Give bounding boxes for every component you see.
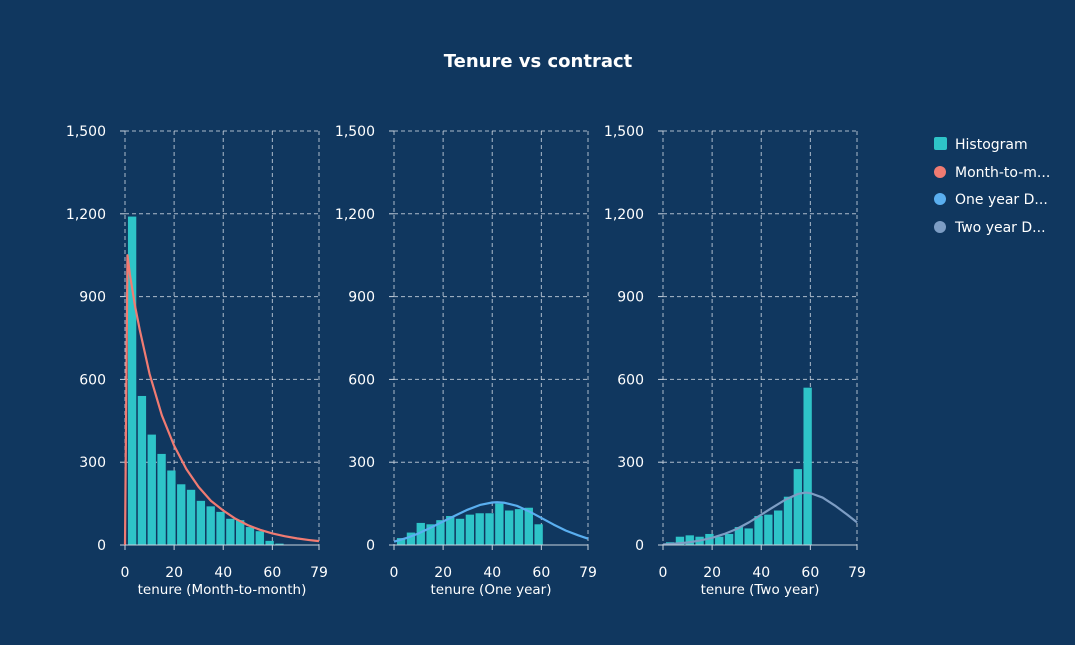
legend-swatch-histogram xyxy=(934,137,947,150)
legend-label-histogram: Histogram xyxy=(955,137,1028,153)
bar-one-year-3 xyxy=(426,524,435,545)
ytick-label-two-year-3: 900 xyxy=(617,290,644,306)
bar-two-year-12 xyxy=(783,496,793,545)
bar-one-year-8 xyxy=(475,513,484,545)
bar-one-year-11 xyxy=(505,510,514,545)
ytick-label-one-year-5: 1,500 xyxy=(335,124,375,140)
x-axis-label-two-year: tenure (Two year) xyxy=(701,582,820,598)
bar-month-to-month-8 xyxy=(206,506,215,545)
bar-month-to-month-10 xyxy=(226,518,235,545)
legend-label-two-year: Two year D... xyxy=(954,220,1046,236)
xtick-label-one-year-2: 40 xyxy=(483,565,501,581)
panel-one-year: 0 300 600 900 1,200 1,500 0 20 40 60 79 tenure (One… xyxy=(335,124,597,598)
legend-marker-month-to-month xyxy=(934,166,946,178)
ytick-label-two-year-4: 1,200 xyxy=(604,207,644,223)
legend-marker-one-year xyxy=(934,193,946,205)
bar-two-year-9 xyxy=(754,516,763,545)
bar-two-year-7 xyxy=(734,527,744,545)
xtick-label-month-to-month-4: 79 xyxy=(310,565,328,581)
xtick-label-month-to-month-2: 40 xyxy=(214,565,232,581)
xtick-label-two-year-2: 40 xyxy=(752,565,770,581)
xtick-label-one-year-0: 0 xyxy=(390,565,399,581)
legend-marker-two-year xyxy=(934,221,946,233)
ytick-label-month-to-month-2: 600 xyxy=(79,372,106,388)
ytick-label-month-to-month-1: 300 xyxy=(79,455,106,471)
ytick-label-month-to-month-5: 1,500 xyxy=(66,124,106,140)
ytick-label-two-year-1: 300 xyxy=(617,455,644,471)
ytick-label-month-to-month-4: 1,200 xyxy=(66,207,106,223)
bar-month-to-month-14 xyxy=(265,540,274,545)
bar-two-year-2 xyxy=(685,535,694,545)
bar-month-to-month-5 xyxy=(177,484,186,545)
bar-month-to-month-4 xyxy=(167,470,176,545)
ytick-label-one-year-4: 1,200 xyxy=(335,207,375,223)
bar-one-year-10 xyxy=(495,503,504,545)
bar-month-to-month-7 xyxy=(196,500,206,545)
bar-month-to-month-11 xyxy=(236,520,245,545)
ytick-label-two-year-0: 0 xyxy=(635,538,644,554)
legend-label-month-to-month: Month-to-m... xyxy=(955,165,1050,181)
bar-two-year-8 xyxy=(744,528,753,545)
xtick-label-month-to-month-1: 20 xyxy=(165,565,183,581)
xtick-label-two-year-1: 20 xyxy=(703,565,721,581)
x-axis-label-one-year: tenure (One year) xyxy=(431,582,552,598)
xtick-label-one-year-1: 20 xyxy=(434,565,452,581)
bar-two-year-10 xyxy=(764,514,773,545)
bar-month-to-month-1 xyxy=(137,395,147,545)
xtick-label-one-year-3: 60 xyxy=(532,565,550,581)
bar-two-year-5 xyxy=(715,536,724,545)
ytick-label-one-year-3: 900 xyxy=(348,290,375,306)
ytick-label-one-year-1: 300 xyxy=(348,455,375,471)
bar-month-to-month-15 xyxy=(275,543,284,545)
bar-two-year-11 xyxy=(774,510,783,545)
density-line-one-year xyxy=(393,501,589,543)
ytick-label-month-to-month-3: 900 xyxy=(79,290,106,306)
bar-one-year-6 xyxy=(455,518,465,545)
bar-one-year-14 xyxy=(534,524,543,545)
bar-month-to-month-2 xyxy=(147,434,156,545)
chart-title: Tenure vs contract xyxy=(444,51,633,72)
bar-month-to-month-12 xyxy=(245,527,255,545)
ytick-label-month-to-month-0: 0 xyxy=(97,538,106,554)
xtick-label-two-year-3: 60 xyxy=(801,565,819,581)
xtick-label-month-to-month-0: 0 xyxy=(121,565,130,581)
bar-two-year-6 xyxy=(724,533,734,545)
ytick-label-one-year-2: 600 xyxy=(348,372,375,388)
xtick-label-two-year-4: 79 xyxy=(848,565,866,581)
ytick-label-two-year-2: 600 xyxy=(617,372,644,388)
ytick-label-one-year-0: 0 xyxy=(366,538,375,554)
bar-one-year-5 xyxy=(446,516,455,545)
legend: Histogram Month-to-m... One year D... Tw… xyxy=(934,137,1050,236)
bar-one-year-13 xyxy=(524,507,533,545)
bar-two-year-1 xyxy=(675,536,685,545)
xtick-label-month-to-month-3: 60 xyxy=(263,565,281,581)
bar-month-to-month-3 xyxy=(157,453,166,545)
bar-month-to-month-6 xyxy=(186,489,196,545)
bar-one-year-1 xyxy=(406,532,416,545)
bar-one-year-9 xyxy=(485,513,494,545)
panel-two-year: 0 300 600 900 1,200 1,500 0 20 40 60 79 tenure (Two… xyxy=(604,124,866,598)
xtick-label-one-year-4: 79 xyxy=(579,565,597,581)
bar-two-year-14 xyxy=(803,387,812,545)
x-axis-label-month-to-month: tenure (Month-to-month) xyxy=(138,582,307,598)
bar-one-year-12 xyxy=(514,509,524,545)
bar-month-to-month-9 xyxy=(216,511,225,545)
xtick-label-two-year-0: 0 xyxy=(659,565,668,581)
bar-one-year-4 xyxy=(436,520,445,545)
legend-label-one-year: One year D... xyxy=(955,192,1048,208)
bar-month-to-month-13 xyxy=(255,531,264,545)
bar-two-year-13 xyxy=(793,469,802,545)
density-line-two-year xyxy=(662,491,858,546)
bar-one-year-7 xyxy=(465,514,475,545)
ytick-label-two-year-5: 1,500 xyxy=(604,124,644,140)
density-line-month-to-month xyxy=(123,254,320,546)
bar-month-to-month-0 xyxy=(127,216,137,545)
bar-one-year-0 xyxy=(396,538,406,545)
bar-one-year-2 xyxy=(416,522,425,545)
